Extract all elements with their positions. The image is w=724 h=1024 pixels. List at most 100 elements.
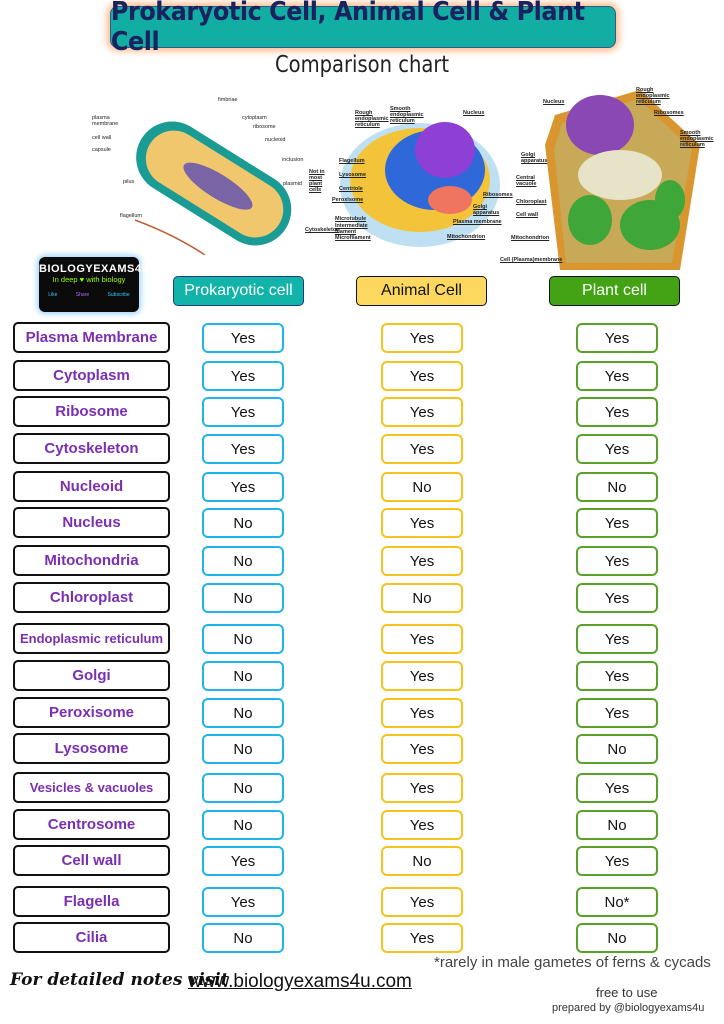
answer-plant: Yes: [576, 624, 658, 654]
feature-label: Nucleus: [13, 507, 170, 538]
feature-label: Centrosome: [13, 809, 170, 840]
feature-label: Endoplasmic reticulum: [13, 623, 170, 654]
feature-label: Cytoskeleton: [13, 433, 170, 464]
visit-text: For detailed notes visit: [10, 970, 229, 990]
answer-plant: No*: [576, 887, 658, 917]
label-flagellum: Flagellum: [339, 158, 365, 164]
label-peroxisome: Peroxisome: [332, 197, 364, 203]
label-plasmid: plasmid: [283, 181, 302, 187]
label-pilus: pilus: [123, 179, 135, 185]
label-ribosomes: Ribosomes: [654, 110, 684, 116]
free-to-use-text: free to use: [596, 985, 658, 1000]
label-cytoskeleton: Cytoskeleton: [305, 227, 340, 233]
answer-plant: Yes: [576, 323, 658, 353]
label-nucleoid: nucleoid: [265, 137, 286, 143]
page-subtitle: Comparison chart: [274, 52, 450, 78]
feature-label: Mitochondria: [13, 545, 170, 576]
footnote: *rarely in male gametes of ferns & cycad…: [434, 954, 711, 971]
answer-plant: No: [576, 734, 658, 764]
label-golgi-apparatus: Golgi apparatus: [521, 152, 548, 164]
answer-animal: No: [381, 472, 463, 502]
answer-animal: Yes: [381, 734, 463, 764]
label-lysosome: Lysosome: [339, 172, 367, 178]
answer-plant: Yes: [576, 397, 658, 427]
label-centriole: Centriole: [339, 186, 363, 192]
answer-prokaryotic: No: [202, 698, 284, 728]
column-header-prokaryotic: Prokaryotic cell: [173, 276, 304, 306]
answer-prokaryotic: No: [202, 546, 284, 576]
column-header-plant: Plant cell: [549, 276, 680, 306]
label-inclusion: inclusion: [282, 157, 304, 163]
answer-prokaryotic: Yes: [202, 846, 284, 876]
feature-label: Cytoplasm: [13, 360, 170, 391]
answer-plant: No: [576, 810, 658, 840]
label-nucleus: Nucleus: [543, 99, 565, 105]
label-mitochondrion: Mitochondrion: [447, 234, 486, 240]
answer-animal: Yes: [381, 887, 463, 917]
answer-animal: Yes: [381, 434, 463, 464]
logo-subscribe: Subscribe: [107, 292, 130, 298]
answer-plant: Yes: [576, 583, 658, 613]
answer-animal: Yes: [381, 361, 463, 391]
label-microtubule: Microtubule: [335, 216, 367, 222]
answer-prokaryotic: No: [202, 734, 284, 764]
answer-prokaryotic: No: [202, 624, 284, 654]
answer-plant: Yes: [576, 434, 658, 464]
answer-plant: Yes: [576, 846, 658, 876]
label-capsule: capsule: [92, 147, 111, 153]
answer-plant: Yes: [576, 361, 658, 391]
feature-label: Chloroplast: [13, 582, 170, 613]
feature-label: Flagella: [13, 886, 170, 917]
label-chloroplast: Chloroplast: [516, 199, 547, 205]
label-rough-er: Rough endoplasmic reticulum: [355, 110, 389, 128]
answer-plant: No: [576, 472, 658, 502]
logo-share: Share: [75, 292, 90, 298]
feature-label: Golgi: [13, 660, 170, 691]
page-title: Prokaryotic Cell, Animal Cell & Plant Ce…: [110, 0, 616, 57]
answer-plant: Yes: [576, 508, 658, 538]
label-plasma-membrane: plasma membrane: [92, 115, 119, 127]
label-ribosomes: Ribosomes: [483, 192, 513, 198]
biologyexams4u-logo: BIOLOGYEXAMS4U In deep ♥ with biology Li…: [39, 257, 149, 312]
answer-prokaryotic: No: [202, 810, 284, 840]
feature-label: Cell wall: [13, 845, 170, 876]
label-rough-er: Rough endoplasmic reticulum: [636, 87, 670, 105]
answer-prokaryotic: No: [202, 583, 284, 613]
answer-animal: Yes: [381, 323, 463, 353]
feature-label: Peroxisome: [13, 697, 170, 728]
label-smooth-er: Smooth endoplasmic reticulum: [680, 130, 714, 148]
answer-prokaryotic: Yes: [202, 887, 284, 917]
feature-label: Cilia: [13, 922, 170, 953]
prokaryotic-cell-diagram: fimbriae plasma membrane cytoplasm ribos…: [85, 85, 315, 255]
label-golgi-apparatus: Golgi apparatus: [473, 204, 500, 216]
answer-animal: Yes: [381, 661, 463, 691]
answer-prokaryotic: Yes: [202, 472, 284, 502]
answer-animal: Yes: [381, 698, 463, 728]
prepared-by-text: prepared by @biologyexams4u: [552, 1002, 705, 1014]
column-header-animal: Animal Cell: [356, 276, 487, 306]
label-cytoplasm: cytoplasm: [242, 115, 267, 121]
feature-label: Lysosome: [13, 733, 170, 764]
feature-label: Nucleoid: [13, 471, 170, 502]
label-mitochondrion: Mitochondrion: [511, 235, 550, 241]
answer-prokaryotic: Yes: [202, 361, 284, 391]
answer-animal: Yes: [381, 546, 463, 576]
answer-animal: Yes: [381, 923, 463, 953]
answer-prokaryotic: No: [202, 661, 284, 691]
feature-label: Vesicles & vacuoles: [13, 772, 170, 803]
label-cell-wall: Cell wall: [516, 212, 539, 218]
answer-prokaryotic: No: [202, 508, 284, 538]
answer-plant: Yes: [576, 546, 658, 576]
label-fimbriae: fimbriae: [218, 97, 238, 103]
label-not-in-most-plant-cells: Not in most plant cells: [309, 169, 325, 193]
label-microfilament: Microfilament: [335, 235, 371, 241]
answer-animal: Yes: [381, 773, 463, 803]
feature-label: Plasma Membrane: [13, 322, 170, 353]
website-link[interactable]: www.biologyexams4u.com: [188, 971, 412, 992]
answer-prokaryotic: Yes: [202, 397, 284, 427]
label-cell-plasma-membrane: Cell (Plasma)membrane: [500, 257, 563, 263]
answer-plant: Yes: [576, 773, 658, 803]
label-nucleus: Nucleus: [463, 110, 485, 116]
answer-animal: No: [381, 583, 463, 613]
